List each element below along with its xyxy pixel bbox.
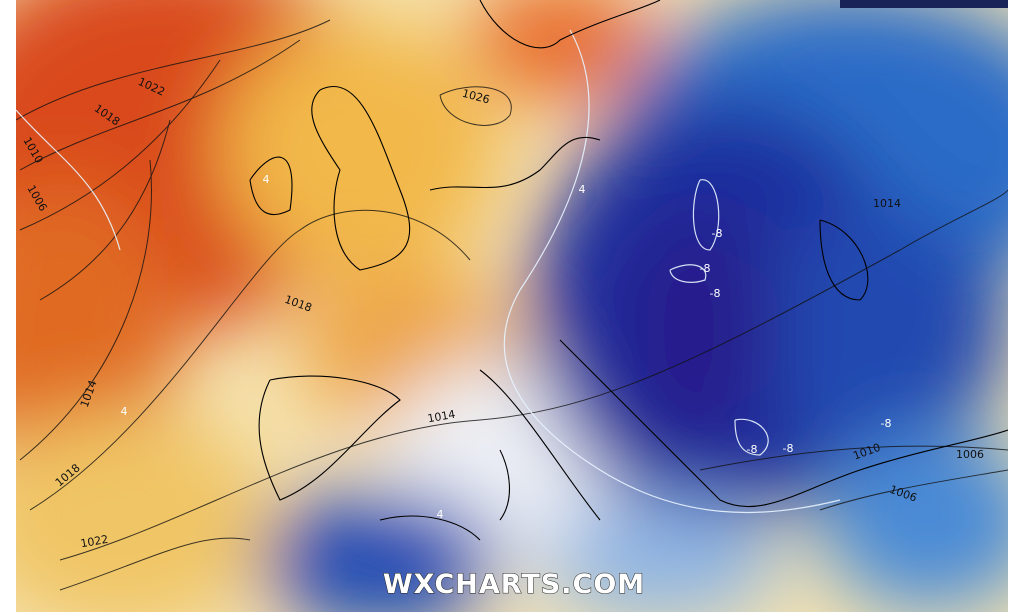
isobar-label: 1014 bbox=[426, 408, 456, 426]
isobar-label: 1022 bbox=[79, 533, 109, 551]
isobar-label: 1006 bbox=[956, 448, 984, 461]
temperature-label: -8 bbox=[881, 417, 892, 430]
temperature-label: -8 bbox=[747, 443, 758, 456]
temperature-contours bbox=[16, 29, 841, 514]
watermark: WXCHARTS.COM bbox=[383, 569, 645, 600]
temperature-label: 4 bbox=[263, 173, 270, 186]
temperature-label: 4 bbox=[437, 508, 444, 521]
coastlines bbox=[249, 0, 1008, 541]
temperature-label: -8 bbox=[700, 262, 711, 275]
isobar-label: 1014 bbox=[873, 197, 901, 210]
temperature-label: -8 bbox=[710, 287, 721, 300]
temperature-label: 4 bbox=[121, 405, 128, 418]
header-bar bbox=[840, 0, 1008, 8]
isobars bbox=[16, 19, 1008, 591]
temperature-label: 4 bbox=[579, 183, 586, 196]
temperature-label: -8 bbox=[712, 227, 723, 240]
temperature-label: -8 bbox=[783, 442, 794, 455]
